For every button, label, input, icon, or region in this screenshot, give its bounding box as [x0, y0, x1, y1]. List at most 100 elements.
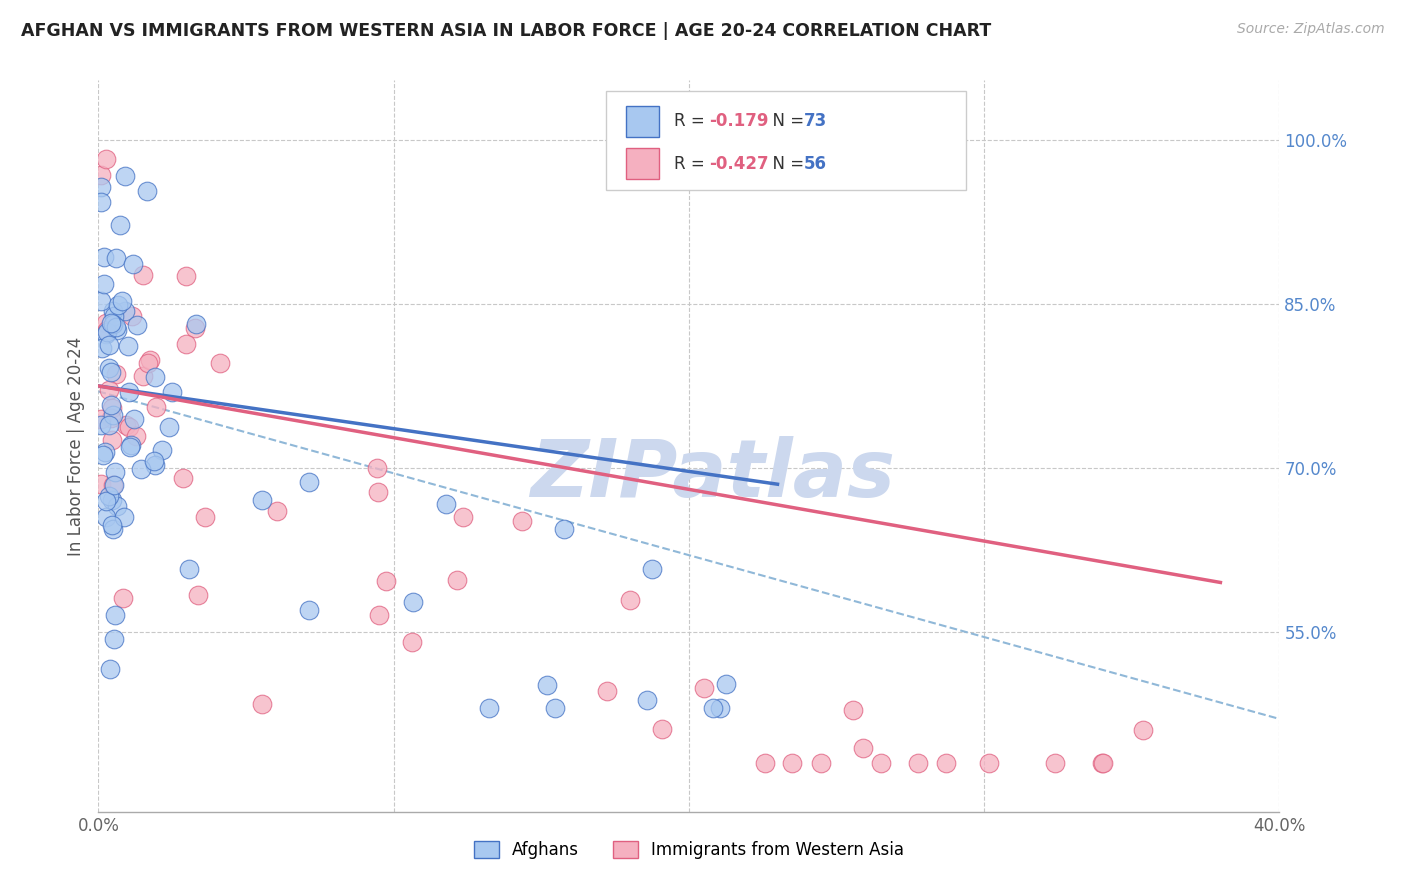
Point	[100, 316, 122, 330]
Point	[143, 458, 166, 472]
Point	[596, 684, 619, 698]
Point	[374, 574, 396, 589]
Text: 73: 73	[803, 112, 827, 130]
Point	[103, 477, 125, 491]
Point	[709, 701, 731, 715]
Point	[98, 337, 121, 351]
Point	[1091, 756, 1114, 770]
Point	[641, 561, 664, 575]
Point	[117, 339, 139, 353]
Point	[186, 317, 208, 331]
Point	[143, 454, 166, 468]
Point	[434, 497, 457, 511]
Point	[105, 499, 128, 513]
Point	[100, 398, 122, 412]
Point	[100, 433, 122, 447]
Point	[366, 461, 388, 475]
Point	[103, 478, 125, 492]
Point	[90, 195, 112, 210]
Point	[131, 462, 153, 476]
Point	[100, 365, 122, 379]
Text: ZIPatlas: ZIPatlas	[530, 436, 896, 515]
Point	[120, 440, 142, 454]
Point	[90, 180, 112, 194]
Point	[250, 698, 273, 712]
Point	[94, 152, 117, 166]
Point	[184, 320, 207, 334]
Text: R =: R =	[673, 154, 710, 173]
Point	[94, 509, 117, 524]
Point	[100, 518, 122, 533]
Point	[298, 475, 321, 489]
Point	[90, 168, 112, 182]
Point	[100, 411, 122, 425]
Point	[157, 420, 180, 434]
Text: 56: 56	[803, 154, 827, 173]
Point	[118, 385, 141, 400]
Point	[935, 756, 957, 770]
Point	[97, 383, 120, 397]
Point	[401, 635, 423, 649]
Point	[93, 277, 115, 292]
Point	[135, 184, 157, 198]
Point	[101, 408, 124, 422]
Point	[101, 492, 124, 507]
Point	[103, 632, 125, 646]
Point	[97, 417, 120, 432]
Point	[145, 400, 167, 414]
Point	[104, 251, 127, 265]
Point	[96, 316, 118, 330]
Point	[139, 353, 162, 368]
FancyBboxPatch shape	[606, 91, 966, 190]
Point	[104, 608, 127, 623]
Point	[94, 494, 117, 508]
Text: -0.427: -0.427	[709, 154, 769, 173]
Point	[208, 356, 231, 370]
Point	[544, 701, 567, 715]
Point	[172, 471, 194, 485]
Point	[111, 293, 134, 308]
Point	[136, 356, 159, 370]
FancyBboxPatch shape	[626, 148, 659, 179]
Point	[780, 756, 803, 770]
Point	[98, 360, 121, 375]
Point	[90, 293, 112, 308]
Point	[252, 492, 274, 507]
Point	[90, 341, 112, 355]
Point	[194, 510, 217, 524]
Point	[108, 218, 131, 232]
Point	[187, 589, 209, 603]
Point	[651, 722, 673, 736]
Point	[104, 319, 127, 334]
Point	[810, 756, 832, 770]
Point	[114, 169, 136, 183]
Point	[143, 370, 166, 384]
Point	[131, 268, 153, 283]
Point	[1043, 756, 1066, 770]
Point	[98, 489, 121, 503]
Point	[93, 445, 115, 459]
Point	[90, 418, 112, 433]
Text: -0.179: -0.179	[709, 112, 769, 130]
Point	[93, 251, 115, 265]
Point	[91, 449, 114, 463]
Point	[367, 484, 389, 499]
Point	[176, 269, 198, 284]
Point	[536, 678, 558, 692]
Point	[177, 562, 200, 576]
Point	[478, 701, 501, 715]
Point	[702, 701, 724, 715]
Point	[402, 595, 425, 609]
Point	[693, 681, 716, 696]
Point	[841, 703, 863, 717]
Point	[150, 443, 173, 458]
FancyBboxPatch shape	[626, 106, 659, 136]
Text: AFGHAN VS IMMIGRANTS FROM WESTERN ASIA IN LABOR FORCE | AGE 20-24 CORRELATION CH: AFGHAN VS IMMIGRANTS FROM WESTERN ASIA I…	[21, 22, 991, 40]
Point	[118, 420, 141, 434]
Point	[754, 756, 776, 770]
Point	[553, 522, 575, 536]
Point	[115, 418, 138, 433]
Point	[1132, 723, 1154, 738]
Point	[103, 310, 125, 324]
Text: N =: N =	[762, 112, 810, 130]
